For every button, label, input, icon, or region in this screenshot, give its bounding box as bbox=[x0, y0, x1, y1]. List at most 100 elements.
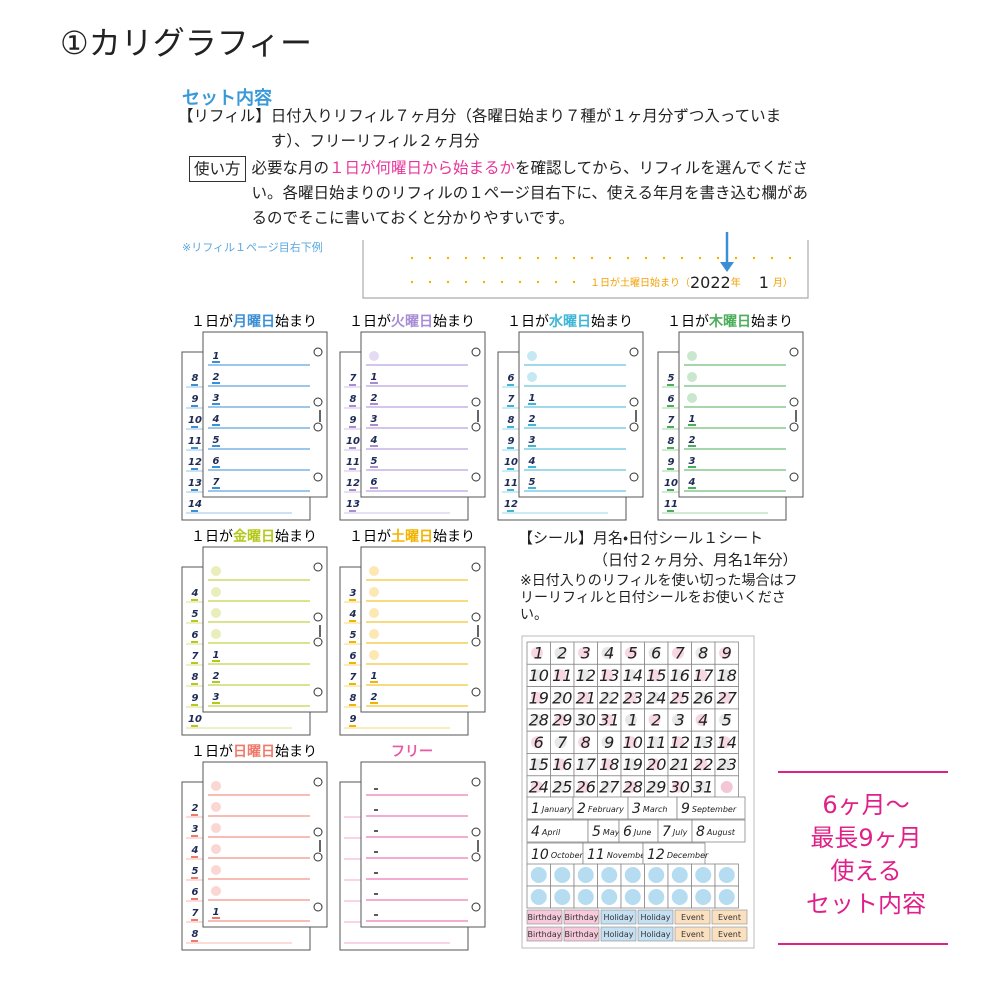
example-year: 2022 bbox=[690, 273, 731, 292]
punch-hole bbox=[313, 422, 323, 432]
day-tint bbox=[672, 758, 684, 771]
front-day: 2 bbox=[371, 692, 378, 703]
example-dot bbox=[536, 256, 540, 260]
back-day: 6 bbox=[192, 887, 199, 898]
day-tint bbox=[601, 647, 614, 659]
day-tint bbox=[648, 691, 661, 704]
example-dot bbox=[608, 256, 612, 260]
tag-sticker: Holiday bbox=[640, 913, 670, 922]
sticker-day: 31 bbox=[693, 777, 713, 796]
blue-dot-sticker bbox=[671, 867, 688, 883]
sticker-day: 8 bbox=[581, 733, 591, 752]
back-day: 10 bbox=[346, 436, 360, 447]
back-day: 10 bbox=[188, 415, 202, 426]
refill-label-day: フリー bbox=[391, 744, 433, 760]
month-num: 9 bbox=[681, 801, 690, 817]
punch-hole bbox=[471, 472, 481, 482]
sticker-day: 21 bbox=[670, 755, 690, 774]
tag-sticker: Birthday bbox=[565, 913, 599, 922]
front-day: 5 bbox=[213, 435, 220, 446]
blank-day-blob bbox=[369, 650, 379, 660]
punch-hole bbox=[629, 422, 639, 432]
example-year-unit: 年 bbox=[731, 276, 741, 289]
back-day: 6 bbox=[508, 373, 515, 384]
front-day: 1 bbox=[371, 671, 378, 682]
day-tint bbox=[625, 736, 637, 749]
punch-hole bbox=[471, 397, 481, 407]
front-day: 5 bbox=[529, 477, 536, 488]
month-name: April bbox=[541, 828, 561, 837]
month-num: 7 bbox=[662, 824, 671, 840]
front-day: 3 bbox=[213, 692, 220, 703]
example-dot bbox=[410, 280, 414, 284]
sticker-day: 14 bbox=[717, 733, 737, 752]
month-num: 12 bbox=[647, 847, 665, 863]
refill-label-suffix: 始まり bbox=[275, 314, 317, 330]
back-day: 12 bbox=[346, 478, 360, 489]
example-dot bbox=[518, 280, 522, 284]
month-sticker: 11 November bbox=[587, 847, 649, 863]
punch-hole bbox=[313, 687, 323, 697]
back-day: 2 bbox=[192, 803, 199, 814]
sticker-day: 18 bbox=[599, 755, 619, 774]
blank-day-blob bbox=[211, 566, 221, 576]
blue-dot-sticker bbox=[695, 889, 712, 905]
month-num: 8 bbox=[696, 824, 705, 840]
example-dot bbox=[716, 256, 720, 260]
day-tint bbox=[578, 669, 590, 682]
blue-dot-sticker bbox=[577, 867, 594, 883]
example-dot bbox=[428, 256, 432, 260]
day-tint bbox=[531, 691, 543, 704]
sticker-day: 28 bbox=[623, 777, 643, 796]
punch-hole bbox=[471, 422, 481, 432]
tag-sticker: Birthday bbox=[565, 930, 599, 939]
day-tint bbox=[578, 758, 590, 771]
sticker-day: 27 bbox=[717, 688, 738, 707]
month-num: 5 bbox=[592, 824, 601, 840]
day-tint bbox=[578, 691, 590, 704]
back-day: 11 bbox=[664, 499, 678, 510]
back-day: 5 bbox=[668, 373, 675, 384]
blank-day-blob bbox=[720, 780, 733, 793]
front-day: 3 bbox=[529, 435, 536, 446]
example-dot bbox=[446, 280, 450, 284]
front-day: 1 bbox=[213, 907, 220, 918]
sticker-day: 15 bbox=[646, 666, 666, 685]
refill-label: １日が木曜日始まり bbox=[667, 313, 793, 330]
sticker-day: 23 bbox=[623, 688, 643, 707]
punch-hole bbox=[471, 777, 481, 787]
blank-day-blob bbox=[687, 351, 697, 361]
punch-hole bbox=[313, 562, 323, 572]
day-tint bbox=[601, 736, 614, 749]
refill-label: １日が火曜日始まり bbox=[349, 314, 475, 330]
month-name: November bbox=[607, 851, 649, 860]
back-day: 4 bbox=[191, 845, 199, 856]
blue-dot-sticker bbox=[530, 867, 547, 883]
sticker-day: 25 bbox=[552, 777, 572, 796]
month-cell bbox=[676, 796, 746, 820]
refill-label-day: 日曜日 bbox=[233, 744, 275, 760]
back-day: 3 bbox=[350, 588, 357, 599]
punch-hole bbox=[789, 472, 799, 482]
front-day: 1 bbox=[689, 414, 696, 425]
sticker-day: 19 bbox=[529, 688, 549, 707]
refill-label-prefix: １日が bbox=[507, 314, 549, 330]
month-name: September bbox=[692, 805, 737, 814]
example-blank bbox=[585, 272, 800, 292]
front-day: 1 bbox=[213, 351, 220, 362]
punch-hole bbox=[313, 397, 323, 407]
sticker-day: 20 bbox=[646, 755, 666, 774]
front-day: 6 bbox=[213, 456, 220, 467]
blank-day-blob bbox=[211, 865, 221, 875]
example-dot bbox=[572, 256, 576, 260]
month-sticker: 5 May bbox=[592, 824, 620, 840]
month-num: 6 bbox=[623, 824, 632, 840]
month-num: 1 bbox=[531, 801, 540, 817]
usage-paragraph: 使い方 必要な月の１日が何曜日から始まるかを確認してから、リフィルを選んでくださ… bbox=[189, 156, 812, 231]
back-day: 9 bbox=[350, 415, 357, 426]
month-sticker: 8 August bbox=[696, 824, 736, 840]
example-dot bbox=[572, 280, 576, 284]
punch-hole bbox=[471, 827, 481, 837]
punch-hole bbox=[471, 902, 481, 912]
